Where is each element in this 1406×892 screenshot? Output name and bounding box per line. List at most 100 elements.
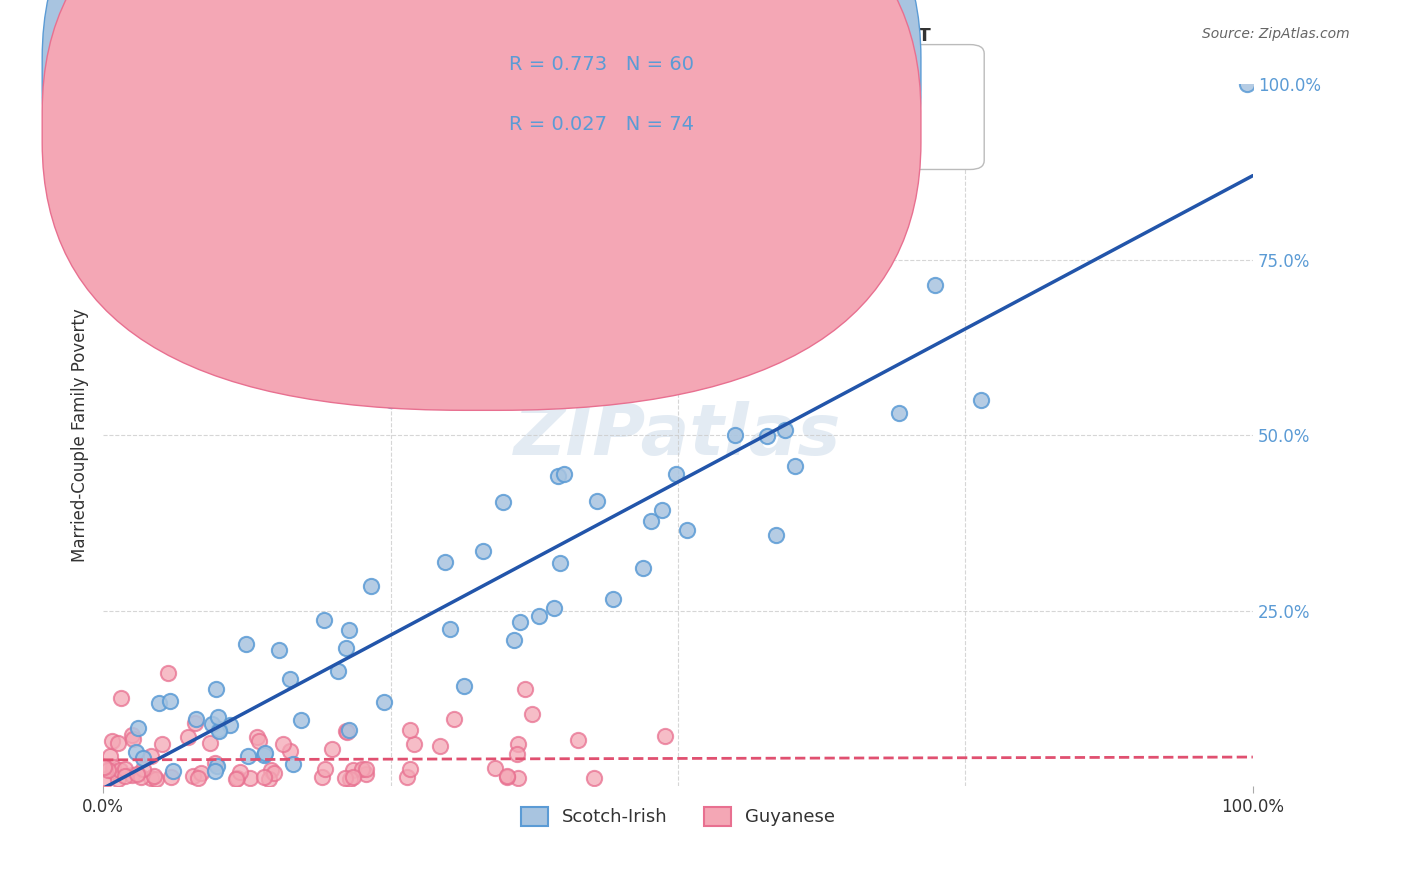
Point <box>101 760 124 774</box>
Point <box>515 682 537 697</box>
Point <box>654 729 676 743</box>
Point <box>152 789 174 804</box>
Point <box>336 724 359 739</box>
Point <box>219 718 242 732</box>
Point <box>100 814 122 829</box>
Point <box>548 556 571 570</box>
Point <box>239 771 262 785</box>
Point <box>785 459 807 474</box>
Point <box>342 770 364 784</box>
Point <box>152 738 174 752</box>
Point <box>187 771 209 785</box>
Point <box>145 772 167 787</box>
Point <box>141 771 163 785</box>
Point <box>132 762 155 776</box>
Point <box>350 762 373 776</box>
Point <box>257 772 280 786</box>
Point <box>93 760 115 774</box>
Point <box>399 763 422 777</box>
Point <box>547 468 569 483</box>
Point <box>924 277 946 292</box>
Point <box>290 713 312 727</box>
Point <box>247 734 270 748</box>
Point <box>399 723 422 737</box>
Point <box>506 747 529 762</box>
Point <box>689 326 711 341</box>
Point <box>529 609 551 624</box>
Point <box>328 665 350 679</box>
Text: SCOTCH-IRISH VS GUYANESE MARRIED-COUPLE FAMILY POVERTY CORRELATION CHART: SCOTCH-IRISH VS GUYANESE MARRIED-COUPLE … <box>56 27 931 45</box>
Point <box>665 467 688 481</box>
Point <box>543 600 565 615</box>
Point <box>114 762 136 776</box>
Point <box>337 623 360 637</box>
Point <box>184 715 207 730</box>
Point <box>204 764 226 779</box>
Point <box>263 765 285 780</box>
Point <box>97 763 120 777</box>
Point <box>508 771 530 785</box>
Point <box>94 772 117 786</box>
Point <box>101 764 124 779</box>
Point <box>235 636 257 650</box>
Point <box>484 761 506 775</box>
Point <box>887 406 910 420</box>
Point <box>127 721 149 735</box>
Point <box>280 744 302 758</box>
Point <box>127 766 149 780</box>
Point <box>226 772 249 786</box>
Point <box>509 615 531 629</box>
Point <box>582 771 605 785</box>
Point <box>520 707 543 722</box>
Point <box>141 748 163 763</box>
Point <box>402 737 425 751</box>
Point <box>110 764 132 778</box>
Point <box>321 742 343 756</box>
Point <box>205 758 228 772</box>
Point <box>396 770 419 784</box>
Point <box>267 642 290 657</box>
Point <box>159 694 181 708</box>
Point <box>160 770 183 784</box>
Point <box>229 765 252 780</box>
Point <box>208 724 231 739</box>
Point <box>100 734 122 748</box>
Point <box>204 756 226 771</box>
Point <box>675 523 697 537</box>
Point <box>162 764 184 778</box>
Point <box>129 770 152 784</box>
Point <box>335 724 357 739</box>
Point <box>281 757 304 772</box>
Point <box>100 748 122 763</box>
Point <box>773 423 796 437</box>
Point <box>208 722 231 736</box>
Point <box>471 543 494 558</box>
Point <box>253 747 276 762</box>
Point <box>335 771 357 785</box>
Point <box>429 739 451 754</box>
Point <box>121 731 143 746</box>
Point <box>567 733 589 747</box>
Point <box>508 737 530 751</box>
Point <box>651 503 673 517</box>
Point <box>453 680 475 694</box>
Point <box>339 772 361 786</box>
Point <box>755 429 778 443</box>
Point <box>236 748 259 763</box>
Point <box>724 428 747 442</box>
Point <box>157 666 180 681</box>
Point <box>254 746 277 760</box>
Point <box>492 494 515 508</box>
Point <box>110 691 132 706</box>
Point <box>201 717 224 731</box>
Point <box>503 632 526 647</box>
Point <box>271 737 294 751</box>
Point <box>314 762 336 776</box>
Point <box>121 767 143 781</box>
Text: R = 0.773   N = 60: R = 0.773 N = 60 <box>509 54 695 74</box>
Text: ZIPatlas: ZIPatlas <box>515 401 842 470</box>
Point <box>184 712 207 726</box>
Point <box>602 592 624 607</box>
Point <box>207 709 229 723</box>
Text: Source: ZipAtlas.com: Source: ZipAtlas.com <box>1202 27 1350 41</box>
